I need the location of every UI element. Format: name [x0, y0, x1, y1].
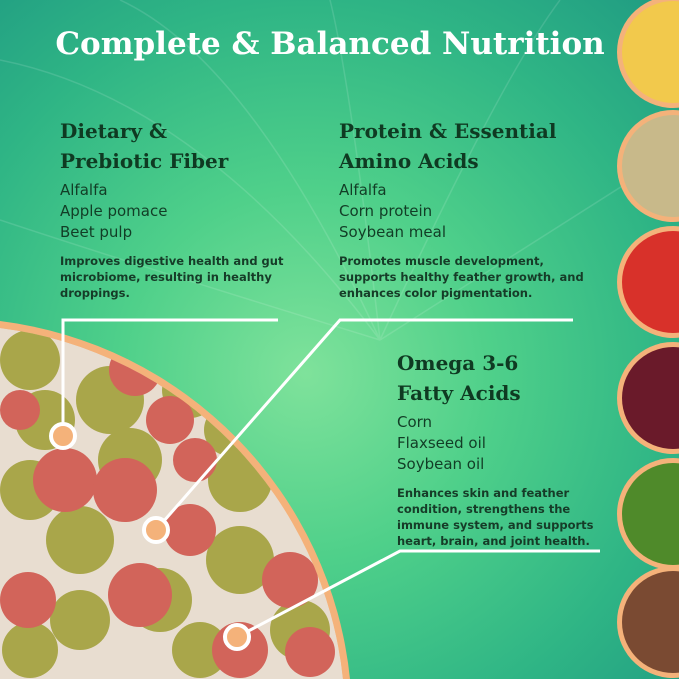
- apple-image: [622, 231, 679, 334]
- callout-dot-protein: [142, 516, 170, 544]
- heading-line: Fatty Acids: [397, 381, 521, 405]
- ingredient: Apple pomace: [60, 202, 168, 220]
- heading-line: Amino Acids: [339, 149, 479, 173]
- ingredient: Soybean meal: [339, 223, 446, 241]
- ingredient: Corn protein: [339, 202, 433, 220]
- heading-line: Protein & Essential: [339, 119, 557, 143]
- callout-lines: [61, 318, 600, 639]
- heading-line: Dietary &: [60, 119, 168, 143]
- alfalfa-image: [622, 463, 679, 565]
- heading-line: Omega 3-6: [397, 351, 519, 375]
- pellet-image: [0, 328, 343, 679]
- ingredient: Corn: [397, 413, 433, 431]
- ingredient: Alfalfa: [339, 181, 387, 199]
- section-protein: Protein & Essential Amino Acids Alfalfa Co…: [339, 116, 599, 301]
- heading-line: Prebiotic Fiber: [60, 149, 229, 173]
- flaxseed-image: [621, 571, 679, 673]
- description: Promotes muscle development, supports he…: [339, 254, 584, 300]
- callout-dot-omega: [223, 623, 251, 651]
- ingredient: Flaxseed oil: [397, 434, 486, 452]
- section-omega: Omega 3-6 Fatty Acids Corn Flaxseed oil Soy…: [397, 348, 617, 549]
- cornmeal-image: [622, 1, 679, 103]
- description: Enhances skin and feather condition, str…: [397, 486, 594, 548]
- beet-pulp-image: [622, 347, 679, 449]
- section-fiber: Dietary & Prebiotic Fiber Alfalfa Apple po…: [60, 116, 300, 301]
- ingredient-circles: [617, 0, 679, 678]
- description: Improves digestive health and gut microb…: [60, 254, 284, 300]
- page-title: Complete & Balanced Nutrition: [55, 26, 605, 62]
- ingredient: Beet pulp: [60, 223, 133, 241]
- ingredient: Alfalfa: [60, 181, 108, 199]
- oats-image: [622, 115, 679, 217]
- palm-leaf-pattern: [0, 0, 679, 341]
- callout-dot-fiber: [49, 422, 77, 450]
- ingredient: Soybean oil: [397, 455, 485, 473]
